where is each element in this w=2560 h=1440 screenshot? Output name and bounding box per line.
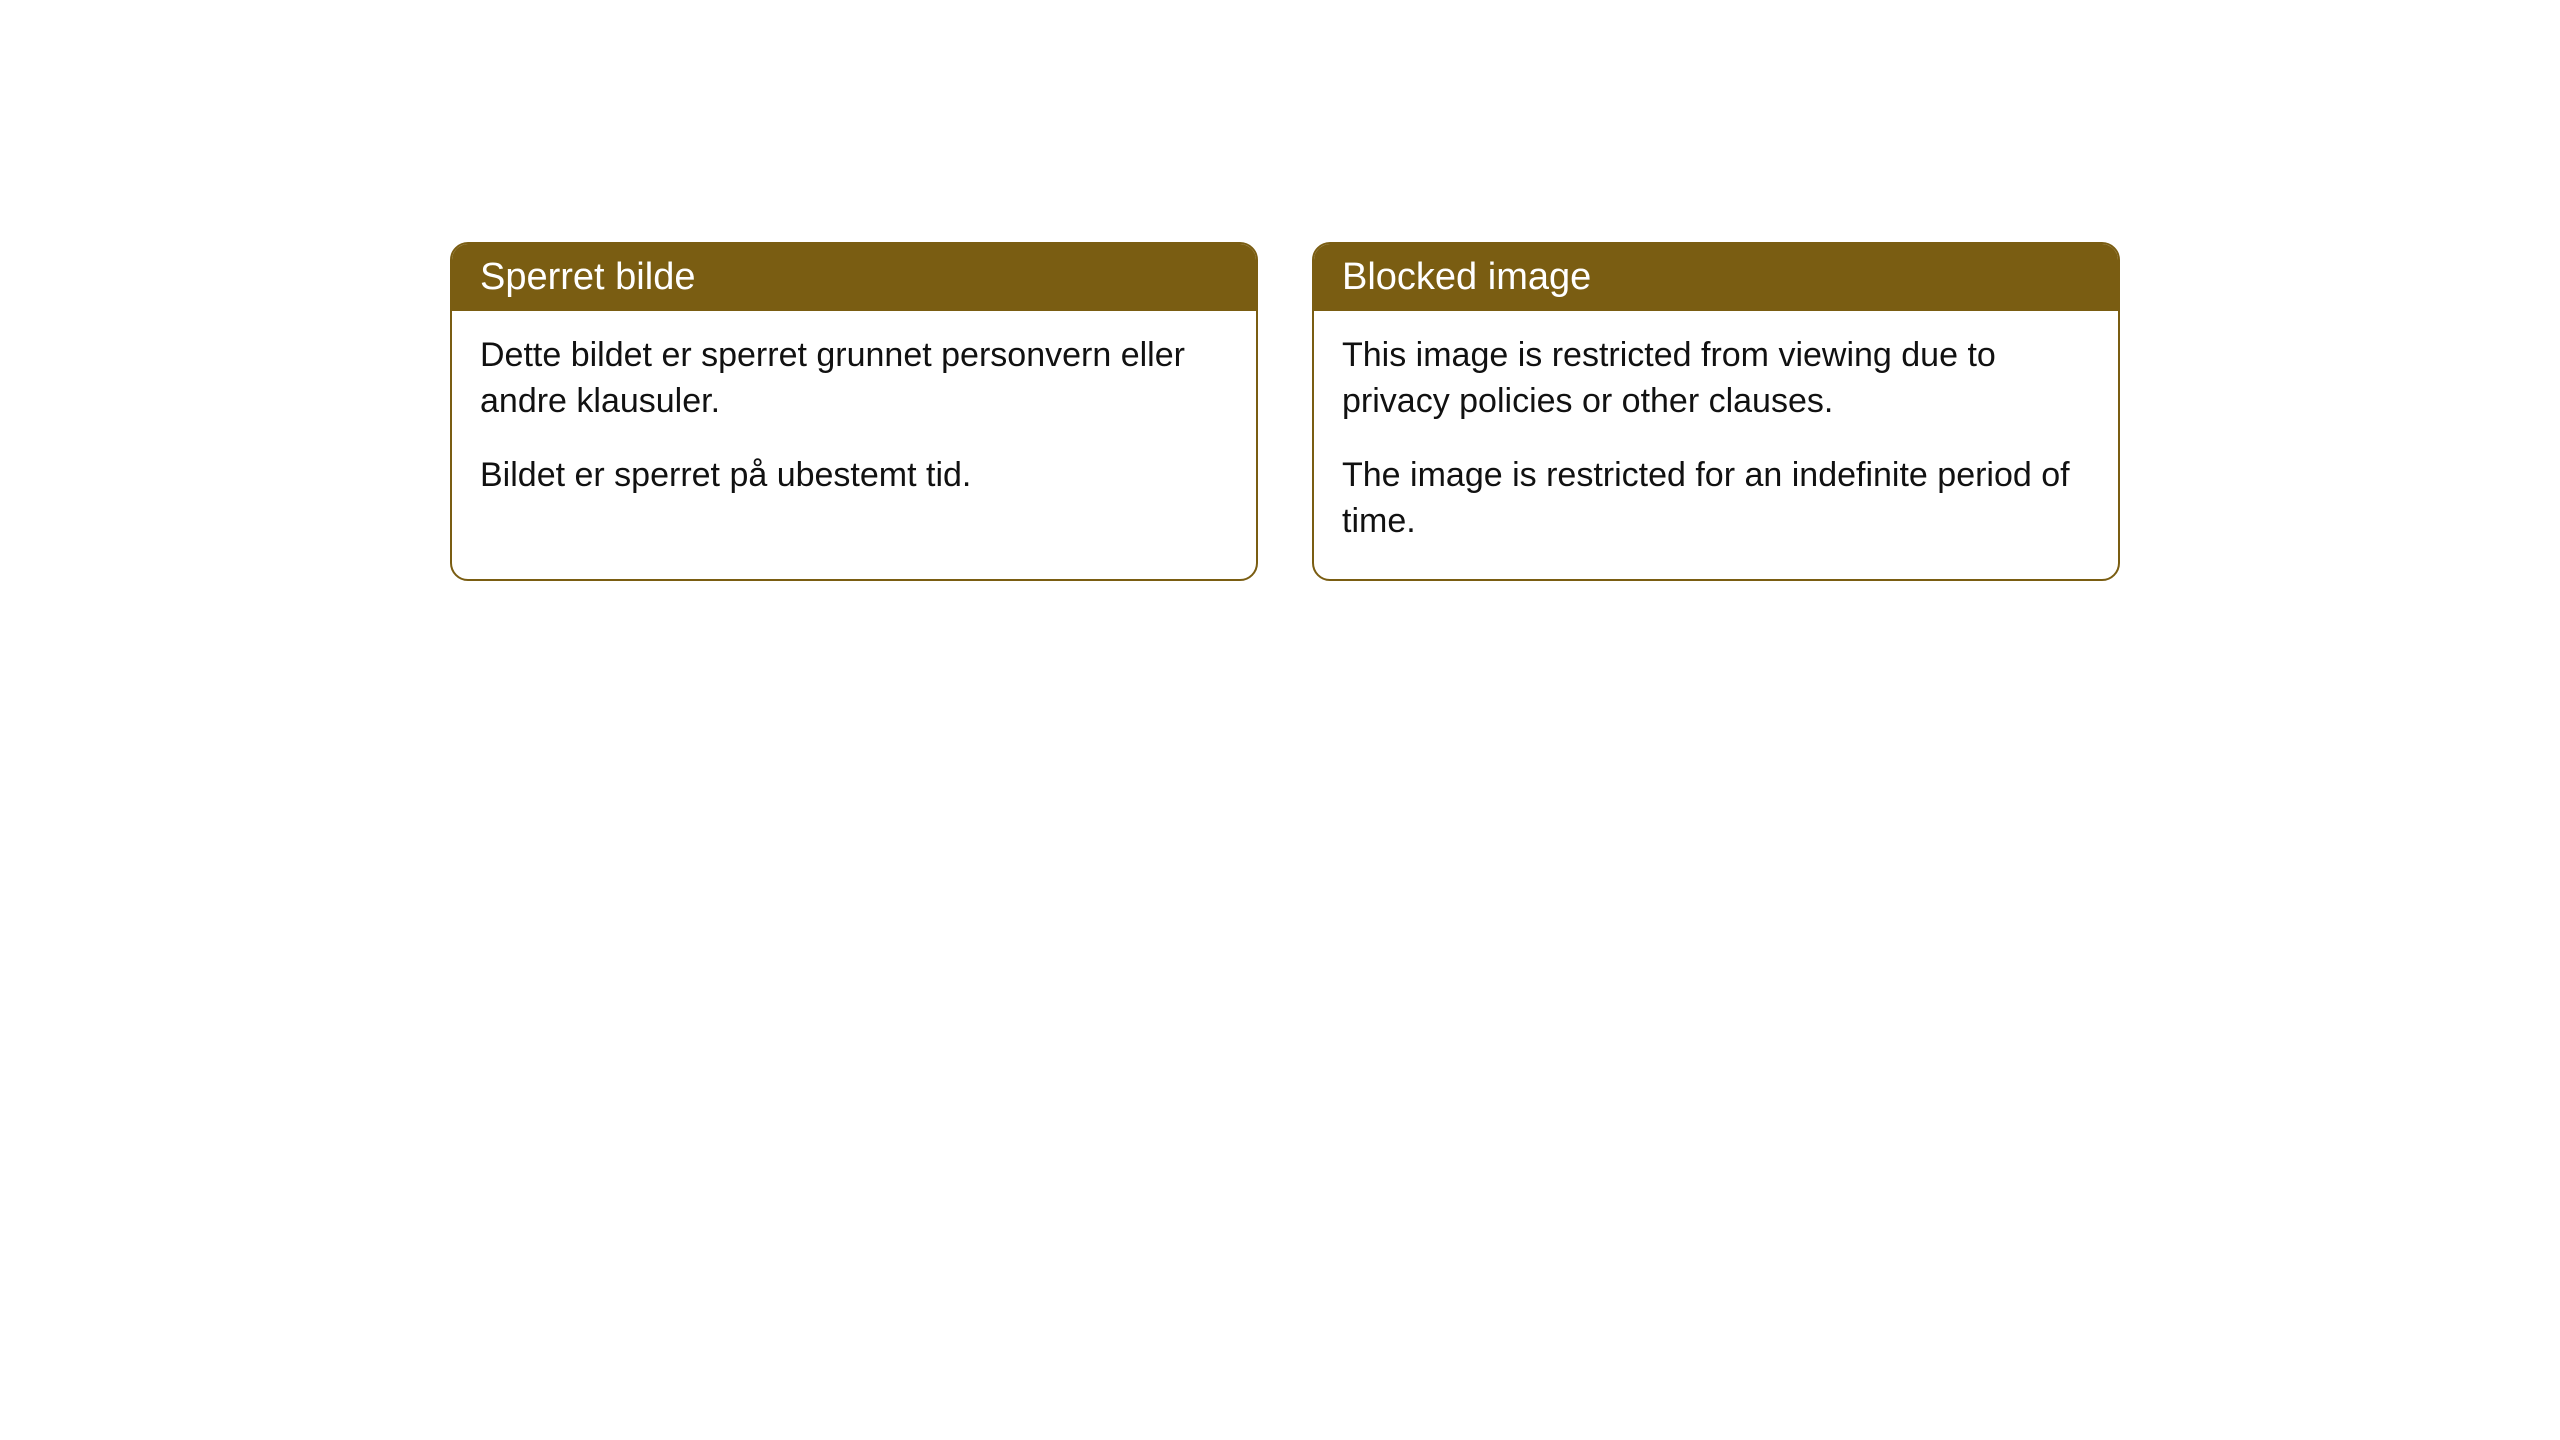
blocked-image-card-english: Blocked image This image is restricted f… [1312,242,2120,581]
notice-cards-container: Sperret bilde Dette bildet er sperret gr… [450,242,2120,581]
card-header-norwegian: Sperret bilde [452,244,1256,311]
card-paragraph: This image is restricted from viewing du… [1342,333,2090,425]
blocked-image-card-norwegian: Sperret bilde Dette bildet er sperret gr… [450,242,1258,581]
card-paragraph: Dette bildet er sperret grunnet personve… [480,333,1228,425]
card-paragraph: Bildet er sperret på ubestemt tid. [480,453,1228,499]
card-body-english: This image is restricted from viewing du… [1314,311,2118,579]
card-header-english: Blocked image [1314,244,2118,311]
card-paragraph: The image is restricted for an indefinit… [1342,453,2090,545]
card-body-norwegian: Dette bildet er sperret grunnet personve… [452,311,1256,533]
